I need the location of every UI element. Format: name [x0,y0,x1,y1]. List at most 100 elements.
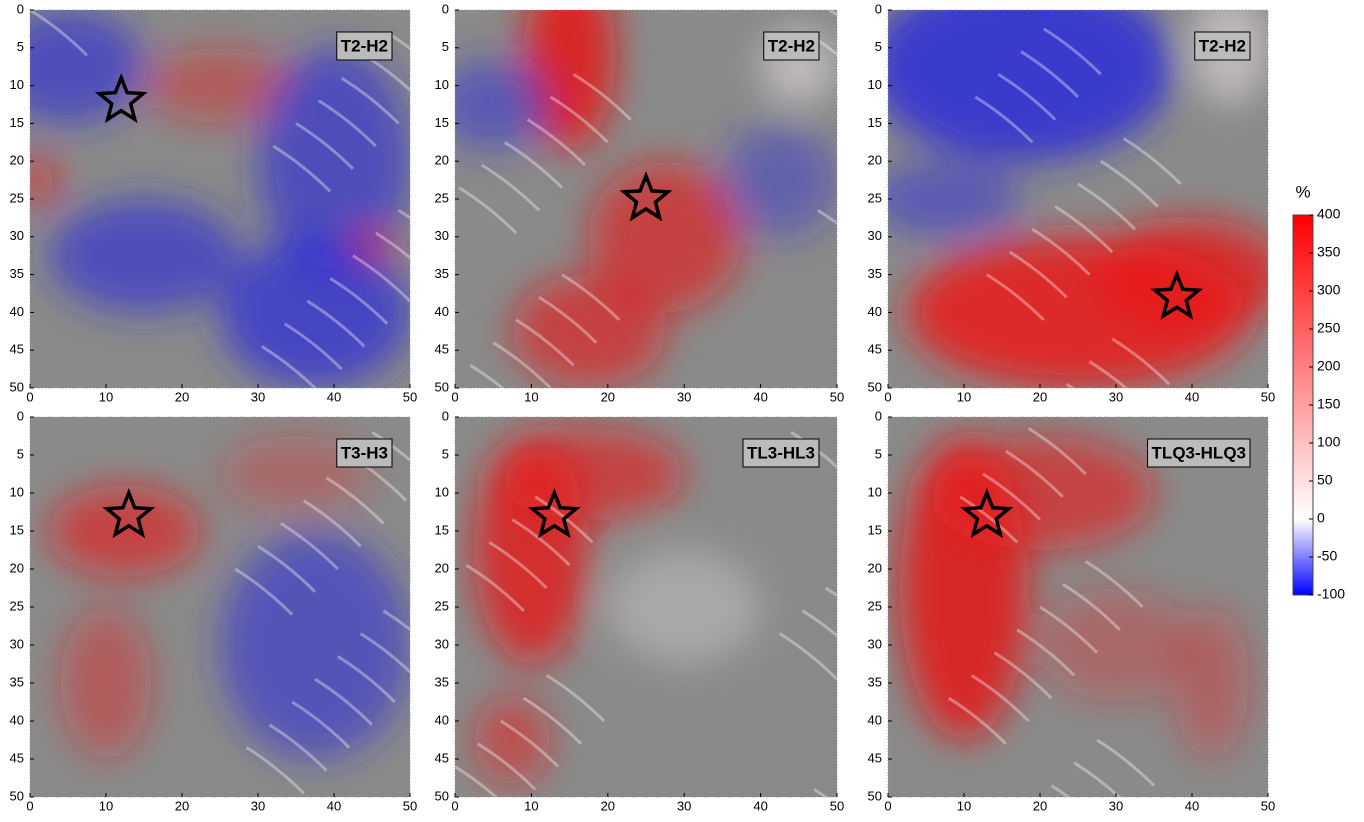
map-image [888,417,1268,817]
field-blob [19,157,57,202]
x-tick-label: 0 [884,798,891,813]
field-blob [49,199,239,312]
x-tick-label: 0 [451,389,458,404]
x-tick-label: 20 [175,389,189,404]
x-tick-label: 0 [451,798,458,813]
y-tick-label: 40 [435,712,449,727]
colorbar-tick-label: 300 [1317,282,1341,298]
x-tick-label: 20 [601,389,615,404]
y-tick-label: 10 [868,77,882,92]
field-blob [493,428,684,519]
y-tick-label: 35 [435,674,449,689]
y-tick-label: 15 [868,522,882,537]
field-blob [1040,588,1192,702]
x-tick-label: 0 [26,389,33,404]
map-image [869,0,1287,430]
y-tick-label: 25 [868,190,882,205]
field-blob [60,607,151,759]
x-tick-label: 20 [1033,798,1047,813]
x-tick-label: 10 [524,798,538,813]
x-tick-label: 10 [957,389,971,404]
y-tick-label: 40 [868,712,882,727]
y-tick-label: 35 [435,266,449,281]
y-tick-label: 40 [10,304,24,319]
x-tick-label: 50 [403,389,417,404]
y-tick-label: 20 [10,153,24,168]
x-tick-label: 20 [1033,389,1047,404]
y-tick-label: 50 [868,788,882,803]
map-image [30,417,440,797]
panel-label: T3-H3 [341,443,388,462]
x-tick-label: 0 [884,389,891,404]
y-tick-label: 25 [868,598,882,613]
y-tick-label: 30 [435,228,449,243]
y-tick-label: 50 [10,788,24,803]
y-tick-label: 50 [10,379,24,394]
y-tick-label: 15 [10,522,24,537]
y-tick-label: 45 [868,342,882,357]
figure: 0102030405005101520253035404550T2-H20102… [0,0,1364,817]
y-tick-label: 5 [17,446,24,461]
x-tick-label: 50 [830,798,844,813]
y-tick-label: 5 [875,39,882,54]
y-tick-label: 0 [17,1,24,16]
y-tick-label: 0 [875,1,882,16]
y-tick-label: 15 [10,115,24,130]
panel-label: TL3-HL3 [747,443,815,462]
colorbar-tick-label: 200 [1317,358,1341,374]
x-tick-label: 40 [753,389,767,404]
y-tick-label: 10 [10,77,24,92]
y-tick-label: 10 [435,484,449,499]
y-tick-label: 35 [10,266,24,281]
y-tick-label: 30 [868,636,882,651]
colorbar-tick-label: -50 [1317,548,1337,564]
x-tick-label: 50 [830,389,844,404]
y-tick-label: 25 [10,598,24,613]
y-tick-label: 0 [442,1,449,16]
y-tick-label: 50 [435,788,449,803]
y-tick-label: 30 [10,636,24,651]
y-tick-label: 15 [868,115,882,130]
y-tick-label: 20 [868,153,882,168]
y-tick-label: 0 [442,408,449,423]
x-tick-label: 50 [403,798,417,813]
x-tick-label: 30 [1109,389,1123,404]
x-tick-label: 40 [327,389,341,404]
x-tick-label: 10 [524,389,538,404]
x-tick-label: 50 [1261,798,1275,813]
y-tick-label: 45 [868,750,882,765]
panel-label: TLQ3-HLQ3 [1152,443,1246,462]
y-tick-label: 30 [10,228,24,243]
field-blob [1173,607,1249,759]
y-tick-label: 45 [10,750,24,765]
y-tick-label: 35 [10,674,24,689]
y-tick-label: 0 [875,408,882,423]
x-tick-label: 20 [601,798,615,813]
y-tick-label: 35 [868,266,882,281]
x-tick-label: 10 [99,798,113,813]
y-tick-label: 35 [868,674,882,689]
y-tick-label: 20 [435,560,449,575]
y-tick-label: 10 [10,484,24,499]
colorbar-tick-label: 150 [1317,396,1341,412]
y-tick-label: 20 [10,560,24,575]
colorbar-tick-label: 50 [1317,472,1333,488]
x-tick-label: 30 [677,389,691,404]
panel-label: T2-H2 [1199,36,1246,55]
colorbar-tick-label: 350 [1317,244,1341,260]
y-tick-label: 45 [435,750,449,765]
y-tick-label: 10 [868,484,882,499]
field-blob [1097,218,1287,331]
y-tick-label: 5 [442,446,449,461]
field-blob [722,123,837,236]
y-tick-label: 5 [17,39,24,54]
panel-label: T2-H2 [768,36,815,55]
y-tick-label: 15 [435,522,449,537]
y-tick-label: 20 [435,153,449,168]
colorbar-tick-label: -100 [1317,586,1345,602]
y-tick-label: 20 [868,560,882,575]
colorbar-title: % [1295,182,1310,201]
y-tick-label: 0 [17,408,24,423]
y-tick-label: 50 [868,379,882,394]
y-tick-label: 10 [435,77,449,92]
